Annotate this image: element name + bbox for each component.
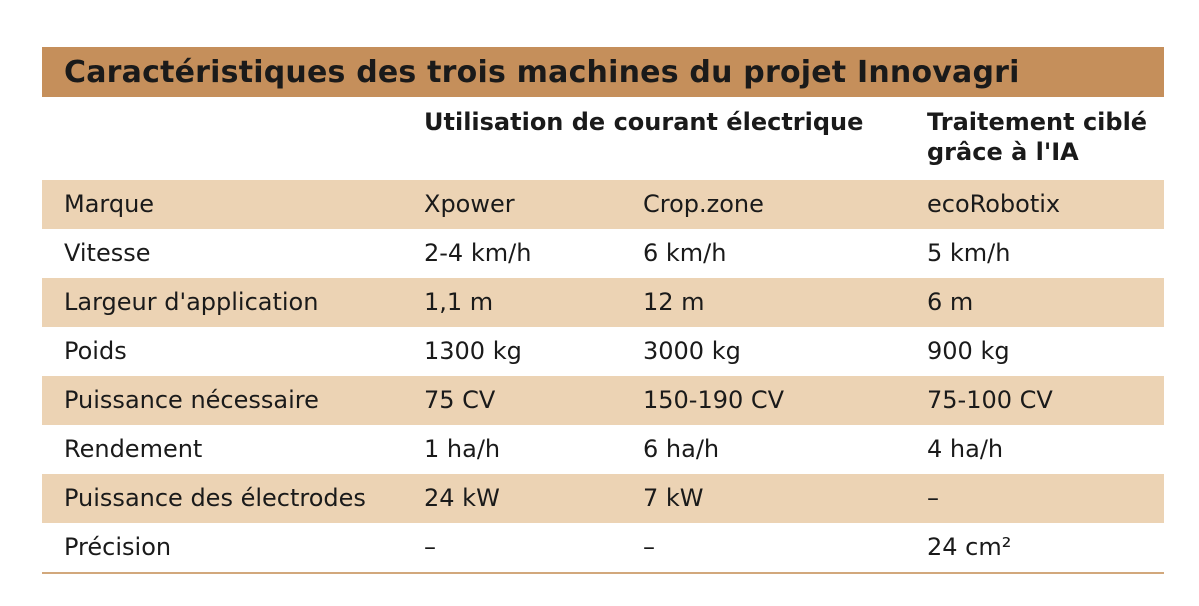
cell-ecorobotix: –: [927, 484, 939, 512]
cell-cropzone: 6 km/h: [643, 239, 727, 267]
table-row-rendement: Rendement 1 ha/h 6 ha/h 4 ha/h: [42, 425, 1164, 474]
table-row-puissance-necessaire: Puissance nécessaire 75 CV 150-190 CV 75…: [42, 376, 1164, 425]
cell-ecorobotix: 75-100 CV: [927, 386, 1053, 414]
table-bottom-rule: [42, 572, 1164, 574]
row-label: Marque: [64, 190, 155, 218]
cell-xpower: 1300 kg: [424, 337, 522, 365]
row-label: Largeur d'application: [64, 288, 319, 316]
cell-xpower: 2-4 km/h: [424, 239, 532, 267]
table-title: Caractéristiques des trois machines du p…: [64, 54, 1020, 90]
cell-xpower: 24 kW: [424, 484, 500, 512]
row-label: Puissance des électrodes: [64, 484, 366, 512]
cell-cropzone: –: [643, 533, 655, 561]
cell-ecorobotix: 24 cm²: [927, 533, 1012, 561]
cell-cropzone: 12 m: [643, 288, 705, 316]
cell-ecorobotix: 900 kg: [927, 337, 1010, 365]
cell-ecorobotix: 5 km/h: [927, 239, 1011, 267]
table-title-bar: Caractéristiques des trois machines du p…: [42, 47, 1164, 97]
row-label: Précision: [64, 533, 172, 561]
cell-xpower: 1 ha/h: [424, 435, 501, 463]
cell-ecorobotix: ecoRobotix: [927, 190, 1061, 218]
group-header-ai-line1: Traitement ciblé: [927, 108, 1148, 136]
cell-xpower: 75 CV: [424, 386, 496, 414]
cell-cropzone: 7 kW: [643, 484, 704, 512]
cell-ecorobotix: 6 m: [927, 288, 974, 316]
group-header-electric: Utilisation de courant électrique: [424, 107, 863, 137]
cell-xpower: Xpower: [424, 190, 515, 218]
cell-cropzone: 3000 kg: [643, 337, 741, 365]
table-row-precision: Précision – – 24 cm²: [42, 523, 1164, 572]
cell-cropzone: 6 ha/h: [643, 435, 720, 463]
table-row-marque: Marque Xpower Crop.zone ecoRobotix: [42, 180, 1164, 229]
table-row-vitesse: Vitesse 2-4 km/h 6 km/h 5 km/h: [42, 229, 1164, 278]
table-row-puissance-electrodes: Puissance des électrodes 24 kW 7 kW –: [42, 474, 1164, 523]
cell-ecorobotix: 4 ha/h: [927, 435, 1004, 463]
row-label: Rendement: [64, 435, 203, 463]
row-label: Vitesse: [64, 239, 151, 267]
cell-cropzone: 150-190 CV: [643, 386, 785, 414]
cell-xpower: 1,1 m: [424, 288, 494, 316]
table-header-row: Utilisation de courant électrique Traite…: [42, 97, 1164, 180]
group-header-ai: Traitement ciblé grâce à l'IA: [927, 107, 1147, 167]
row-label: Puissance nécessaire: [64, 386, 319, 414]
table-row-largeur: Largeur d'application 1,1 m 12 m 6 m: [42, 278, 1164, 327]
cell-cropzone: Crop.zone: [643, 190, 764, 218]
row-label: Poids: [64, 337, 127, 365]
table-row-poids: Poids 1300 kg 3000 kg 900 kg: [42, 327, 1164, 376]
group-header-electric-text: Utilisation de courant électrique: [424, 108, 864, 136]
machines-table: Caractéristiques des trois machines du p…: [42, 47, 1164, 574]
cell-xpower: –: [424, 533, 436, 561]
group-header-ai-line2: grâce à l'IA: [927, 138, 1079, 166]
